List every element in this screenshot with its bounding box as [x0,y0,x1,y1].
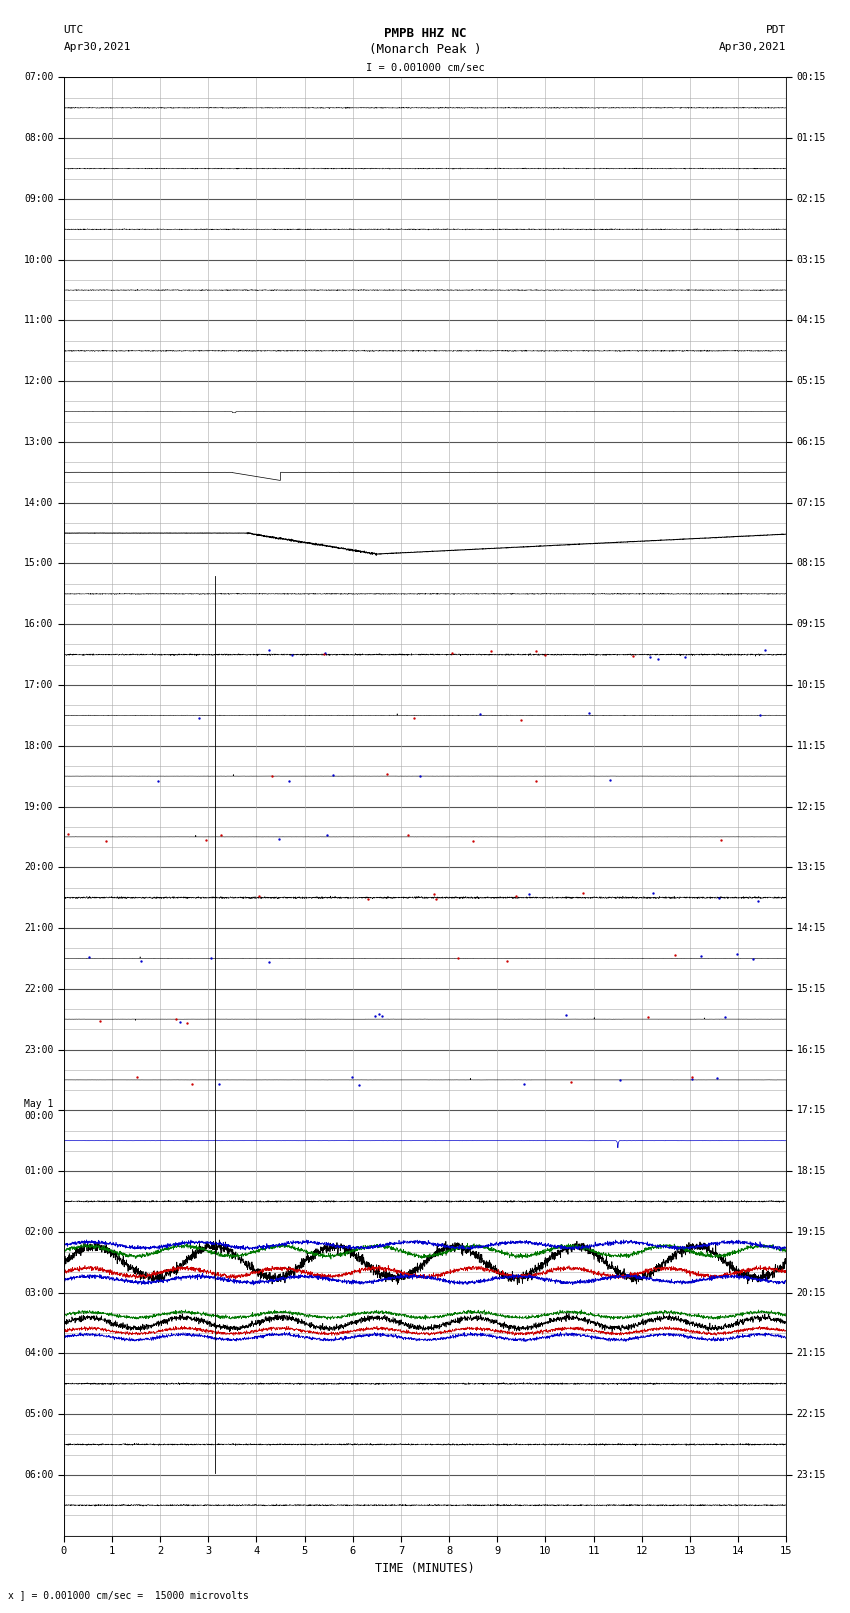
Point [522,881,536,907]
Point [272,826,286,852]
Point [99,829,113,855]
Point [710,1065,723,1090]
Point [626,644,640,669]
Point [173,1010,187,1036]
Point [352,1071,366,1097]
Point [320,823,334,848]
Point [360,886,374,911]
Point [94,1008,107,1034]
Point [200,827,213,853]
Point [369,1003,382,1029]
Point [529,639,542,665]
Text: PDT: PDT [766,26,786,35]
Point [730,942,744,968]
Point [643,644,657,669]
Point [467,827,480,853]
Point [180,1010,194,1036]
Point [509,882,523,908]
Point [712,886,726,911]
Point [286,642,299,668]
Point [714,827,728,853]
Point [473,700,487,726]
Point [501,948,514,974]
Point [517,1071,530,1097]
Point [265,763,279,789]
Point [451,945,465,971]
Text: (Monarch Peak ): (Monarch Peak ) [369,44,481,56]
Point [281,768,295,794]
Point [564,1069,578,1095]
Point [429,886,443,911]
Point [212,1071,225,1097]
Point [647,879,660,905]
Point [317,640,331,666]
Point [538,642,552,668]
Point [380,761,394,787]
Point [604,768,617,794]
Point [746,945,760,971]
Point [131,1065,145,1090]
Point [694,944,708,969]
Point [82,944,95,969]
Point [169,1007,183,1032]
Point [581,700,595,726]
Point [326,761,340,787]
Point [413,763,427,789]
Point [345,1063,359,1089]
Text: Apr30,2021: Apr30,2021 [719,42,786,52]
Point [252,882,266,908]
Point [61,821,75,847]
Point [751,889,765,915]
Text: PMPB HHZ NC: PMPB HHZ NC [383,27,467,40]
Point [375,1003,388,1029]
Point [372,1002,386,1027]
Point [484,639,497,665]
X-axis label: TIME (MINUTES): TIME (MINUTES) [375,1561,475,1574]
Point [668,942,682,968]
Point [204,945,218,971]
Point [613,1066,626,1092]
Text: UTC: UTC [64,26,84,35]
Point [401,823,415,848]
Point [151,768,165,794]
Point [428,881,441,907]
Point [576,881,590,907]
Text: Apr30,2021: Apr30,2021 [64,42,131,52]
Point [685,1066,699,1092]
Point [513,706,527,732]
Point [678,644,692,669]
Text: I = 0.001000 cm/sec: I = 0.001000 cm/sec [366,63,484,73]
Point [559,1002,573,1027]
Point [641,1005,654,1031]
Point [193,705,207,731]
Point [718,1003,732,1029]
Point [685,1065,699,1090]
Point [651,647,665,673]
Point [184,1071,198,1097]
Point [262,637,275,663]
Point [318,640,332,666]
Point [214,821,228,847]
Point [529,768,542,794]
Point [407,705,421,731]
Point [758,637,772,663]
Point [753,702,767,727]
Point [134,948,148,974]
Point [262,948,275,974]
Text: x ] = 0.001000 cm/sec =  15000 microvolts: x ] = 0.001000 cm/sec = 15000 microvolts [8,1590,249,1600]
Point [445,640,458,666]
